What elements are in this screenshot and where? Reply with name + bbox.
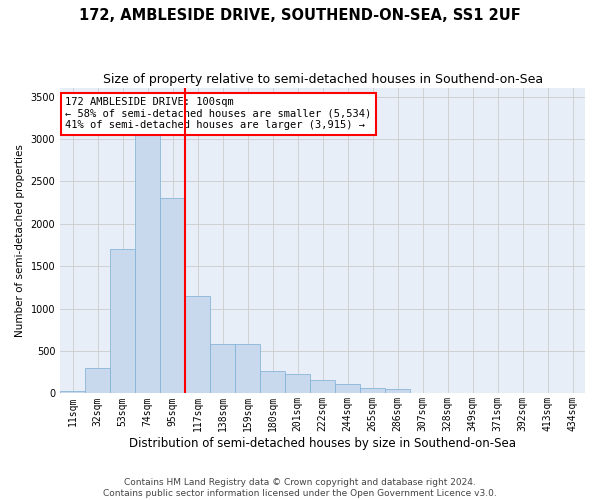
Text: Contains HM Land Registry data © Crown copyright and database right 2024.
Contai: Contains HM Land Registry data © Crown c… (103, 478, 497, 498)
Title: Size of property relative to semi-detached houses in Southend-on-Sea: Size of property relative to semi-detach… (103, 72, 542, 86)
X-axis label: Distribution of semi-detached houses by size in Southend-on-Sea: Distribution of semi-detached houses by … (129, 437, 516, 450)
Bar (335, 384, 360, 394)
Bar (135, 134, 160, 394)
Bar (85, 368, 110, 394)
Bar (235, 344, 260, 394)
Bar (385, 389, 410, 394)
Text: 172, AMBLESIDE DRIVE, SOUTHEND-ON-SEA, SS1 2UF: 172, AMBLESIDE DRIVE, SOUTHEND-ON-SEA, S… (79, 8, 521, 22)
Text: 172 AMBLESIDE DRIVE: 100sqm
← 58% of semi-detached houses are smaller (5,534)
41: 172 AMBLESIDE DRIVE: 100sqm ← 58% of sem… (65, 97, 371, 130)
Bar (185, 296, 210, 394)
Bar (60, 392, 85, 394)
Bar (360, 388, 385, 394)
Y-axis label: Number of semi-detached properties: Number of semi-detached properties (15, 144, 25, 337)
Bar (285, 374, 310, 394)
Bar (160, 198, 185, 394)
Bar (310, 380, 335, 394)
Bar (260, 370, 285, 394)
Bar (210, 344, 235, 394)
Bar (110, 249, 135, 394)
